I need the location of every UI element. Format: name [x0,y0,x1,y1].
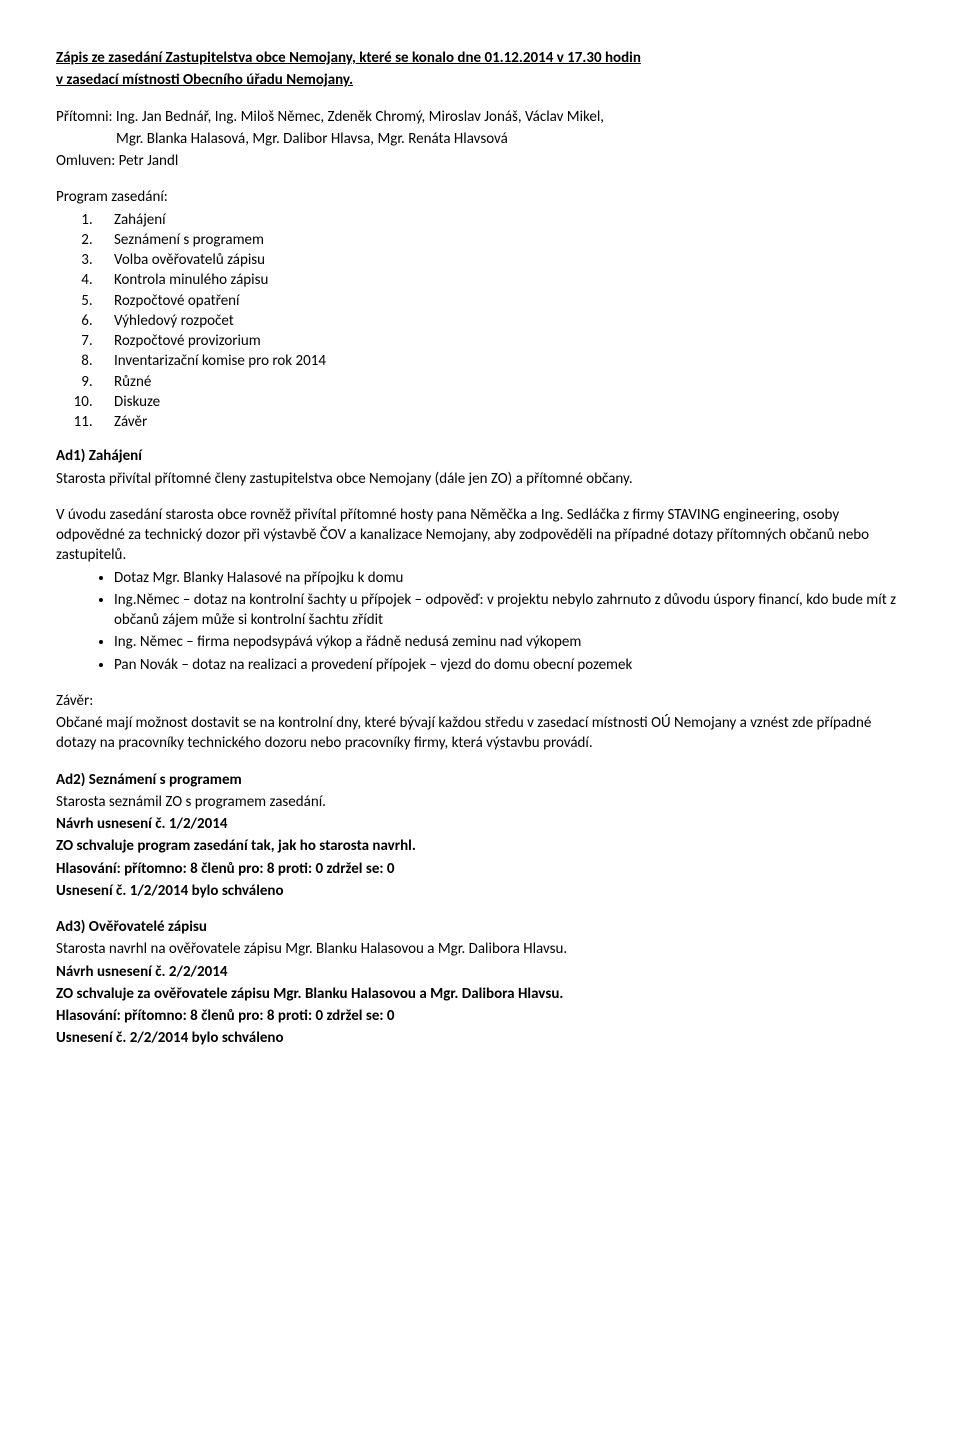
ad3-vote: Hlasování: přítomno: 8 členů pro: 8 prot… [56,1006,904,1026]
ad1-bullet: Ing.Němec – dotaz na kontrolní šachty u … [114,590,904,631]
present-line-2: Mgr. Blanka Halasová, Mgr. Dalibor Hlavs… [56,129,904,149]
ad3-approved: Usnesení č. 2/2/2014 bylo schváleno [56,1028,904,1048]
program-item: Závěr [96,412,904,432]
program-item: Rozpočtové provizorium [96,331,904,351]
ad1-zaver-label: Závěr: [56,691,904,711]
title-line-1: Zápis ze zasedání Zastupitelstva obce Ne… [56,48,904,68]
ad1-bullet: Ing. Němec – firma nepodsypává výkop a ř… [114,632,904,652]
program-item: Kontrola minulého zápisu [96,270,904,290]
program-item: Rozpočtové opatření [96,291,904,311]
ad3-heading: Ad3) Ověřovatelé zápisu [56,917,904,937]
program-item: Diskuze [96,392,904,412]
ad1-bullets: Dotaz Mgr. Blanky Halasové na přípojku k… [56,568,904,675]
ad2-heading: Ad2) Seznámení s programem [56,770,904,790]
program-list: Zahájení Seznámení s programem Volba ově… [56,210,904,433]
ad2-approved: Usnesení č. 1/2/2014 bylo schváleno [56,881,904,901]
program-item: Zahájení [96,210,904,230]
ad1-bullet: Pan Novák – dotaz na realizaci a provede… [114,655,904,675]
program-item: Výhledový rozpočet [96,311,904,331]
program-item: Různé [96,372,904,392]
excused-line: Omluven: Petr Jandl [56,151,904,171]
ad1-paragraph-1: Starosta přivítal přítomné členy zastupi… [56,469,904,489]
ad1-bullet: Dotaz Mgr. Blanky Halasové na přípojku k… [114,568,904,588]
ad3-draft: Návrh usnesení č. 2/2/2014 [56,962,904,982]
program-item: Volba ověřovatelů zápisu [96,250,904,270]
ad3-resolution: ZO schvaluje za ověřovatele zápisu Mgr. … [56,984,904,1004]
ad1-paragraph-2: V úvodu zasedání starosta obce rovněž př… [56,505,904,566]
ad2-draft: Návrh usnesení č. 1/2/2014 [56,814,904,834]
ad1-heading: Ad1) Zahájení [56,446,904,466]
ad2-paragraph-1: Starosta seznámil ZO s programem zasedán… [56,792,904,812]
present-line-1: Přítomni: Ing. Jan Bednář, Ing. Miloš Ně… [56,107,904,127]
program-item: Inventarizační komise pro rok 2014 [96,351,904,371]
ad2-resolution: ZO schvaluje program zasedání tak, jak h… [56,836,904,856]
program-item: Seznámení s programem [96,230,904,250]
ad2-vote: Hlasování: přítomno: 8 členů pro: 8 prot… [56,859,904,879]
title-line-2: v zasedací místnosti Obecního úřadu Nemo… [56,70,904,90]
ad3-paragraph-1: Starosta navrhl na ověřovatele zápisu Mg… [56,939,904,959]
program-heading: Program zasedání: [56,187,904,207]
ad1-zaver-text: Občané mají možnost dostavit se na kontr… [56,713,904,754]
